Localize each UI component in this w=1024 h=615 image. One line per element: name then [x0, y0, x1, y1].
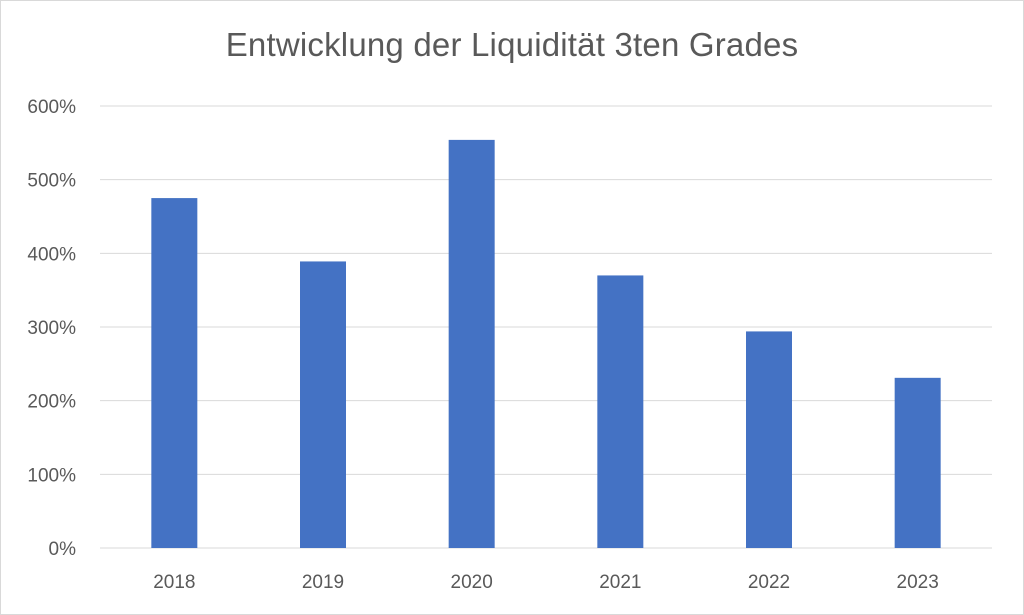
x-tick-label: 2018: [153, 572, 195, 593]
bar-2023: [894, 377, 941, 548]
bars: [151, 139, 941, 549]
x-axis-ticks: 2018 2019 2020 2021 2022 2023: [153, 572, 939, 593]
x-tick-label: 2022: [748, 572, 790, 593]
gridlines: [100, 105, 992, 549]
x-tick-label: 2021: [599, 572, 641, 593]
y-tick-label: 500%: [27, 171, 76, 192]
bar-2019: [300, 261, 346, 548]
y-tick-label: 200%: [27, 392, 76, 413]
y-tick-label: 400%: [27, 244, 76, 265]
x-tick-label: 2020: [451, 572, 493, 593]
y-tick-label: 600%: [27, 97, 76, 118]
bar-2018: [151, 198, 198, 549]
y-tick-label: 300%: [27, 318, 76, 339]
x-tick-label: 2023: [897, 572, 939, 593]
x-tick-label: 2019: [302, 572, 344, 593]
bar-2020: [448, 139, 495, 549]
y-tick-label: 100%: [27, 465, 76, 486]
y-axis-ticks: 0% 100% 200% 300% 400% 500% 600%: [27, 97, 76, 560]
bar-2022: [746, 331, 792, 548]
y-tick-label: 0%: [49, 539, 77, 560]
chart-title: Entwicklung der Liquidität 3ten Grades: [225, 26, 799, 63]
bar-2021: [597, 275, 644, 548]
